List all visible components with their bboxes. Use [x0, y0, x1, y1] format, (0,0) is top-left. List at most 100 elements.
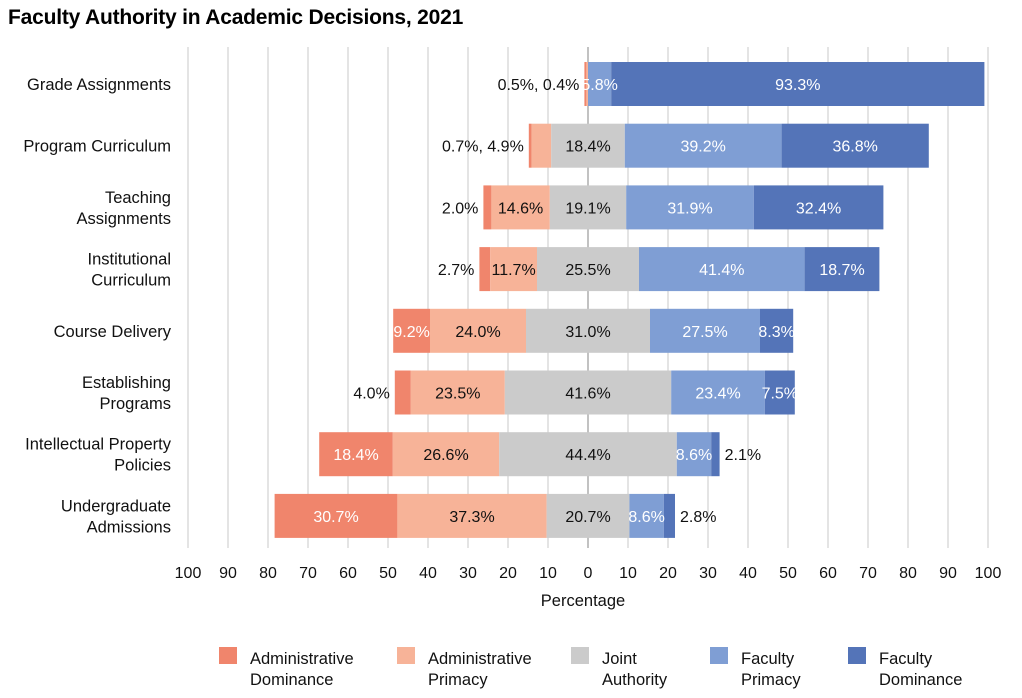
legend-label: Joint: [602, 650, 637, 668]
bar-segment: [760, 308, 794, 353]
data-label: 23.4%: [695, 386, 740, 403]
bar-segment: [526, 308, 650, 353]
data-label: 0.7%, 4.9%: [442, 139, 524, 156]
bar-segment: [626, 185, 754, 230]
bar-segment: [531, 123, 552, 168]
x-tick-label: 40: [739, 565, 757, 582]
bar-segment: [804, 247, 880, 292]
bar-segment: [764, 370, 795, 415]
data-label: 9.2%: [393, 324, 429, 341]
legend-swatch: [710, 647, 728, 664]
data-label: 2.8%: [680, 509, 716, 526]
bar-segment: [650, 308, 760, 353]
bar-segment: [410, 370, 505, 415]
bar-segment: [483, 185, 492, 230]
data-label: 44.4%: [565, 447, 610, 464]
bar-segment: [528, 123, 532, 168]
bar-segment: [671, 370, 765, 415]
category-label: Assignments: [77, 210, 171, 228]
x-tick-label: 70: [299, 565, 317, 582]
x-tick-label: 90: [219, 565, 237, 582]
bar-segment: [546, 493, 630, 538]
category-label: Teaching: [105, 189, 171, 207]
bar-segment: [397, 493, 547, 538]
x-axis-title: Percentage: [541, 592, 625, 610]
bar-segment: [393, 308, 430, 353]
data-label: 2.7%: [438, 262, 474, 279]
data-label: 18.7%: [819, 262, 864, 279]
legend-swatch: [219, 647, 237, 664]
x-tick-label: 50: [779, 565, 797, 582]
data-label: 41.6%: [565, 386, 610, 403]
bar-segment: [479, 247, 491, 292]
data-label: 37.3%: [449, 509, 494, 526]
bar-segment: [639, 247, 805, 292]
legend-label: Primacy: [428, 671, 488, 689]
x-tick-label: 100: [975, 565, 1002, 582]
category-label: Curriculum: [91, 272, 171, 290]
data-label: 31.0%: [565, 324, 610, 341]
category-label: Undergraduate: [61, 497, 171, 515]
data-label: 8.6%: [676, 447, 712, 464]
bar-segment: [663, 493, 675, 538]
x-tick-label: 60: [339, 565, 357, 582]
x-tick-label: 30: [699, 565, 717, 582]
category-label: Admissions: [87, 518, 171, 536]
data-label: 14.6%: [498, 200, 543, 217]
bar-segment: [537, 247, 639, 292]
bar-segment: [319, 432, 393, 477]
legend-label: Dominance: [879, 671, 962, 689]
x-tick-label: 60: [819, 565, 837, 582]
data-label: 2.0%: [442, 200, 478, 217]
data-label: 23.5%: [435, 386, 480, 403]
category-label: Intellectual Property: [25, 436, 172, 454]
data-label: 19.1%: [565, 200, 610, 217]
data-label: 4.0%: [353, 386, 389, 403]
data-label: 26.6%: [423, 447, 468, 464]
bar-segment: [781, 123, 929, 168]
data-label: 32.4%: [796, 200, 841, 217]
data-label: 31.9%: [667, 200, 712, 217]
bar-segment: [711, 432, 720, 477]
bar-segment: [586, 62, 588, 106]
x-tick-label: 20: [659, 565, 677, 582]
bar-segment: [392, 432, 500, 477]
category-label: Policies: [114, 457, 171, 475]
bar-segment: [549, 185, 627, 230]
bar-segment: [274, 493, 398, 538]
data-label: 0.5%, 0.4%: [498, 77, 580, 94]
legend-swatch: [848, 647, 866, 664]
data-label: 24.0%: [455, 324, 500, 341]
bar-segment: [611, 62, 985, 106]
x-tick-label: 10: [619, 565, 637, 582]
bar-segment: [753, 185, 884, 230]
x-tick-label: 70: [859, 565, 877, 582]
bar-segment: [676, 432, 712, 477]
data-label: 36.8%: [833, 139, 878, 156]
data-label: 7.5%: [762, 386, 798, 403]
x-tick-label: 20: [499, 565, 517, 582]
category-label: Institutional: [88, 251, 171, 269]
category-label: Course Delivery: [54, 323, 172, 341]
data-label: 5.8%: [581, 77, 617, 94]
category-label: Grade Assignments: [27, 76, 171, 94]
bar-segment: [430, 308, 526, 353]
x-tick-label: 30: [459, 565, 477, 582]
legend-label: Primacy: [741, 671, 801, 689]
data-label: 25.5%: [565, 262, 610, 279]
legend-label: Faculty: [879, 650, 933, 668]
legend-swatch: [571, 647, 589, 664]
chart-title: Faculty Authority in Academic Decisions,…: [8, 6, 464, 29]
data-label: 20.7%: [565, 509, 610, 526]
x-tick-label: 10: [539, 565, 557, 582]
data-label: 11.7%: [492, 262, 536, 279]
legend-label: Administrative: [250, 650, 354, 668]
data-label: 27.5%: [682, 324, 727, 341]
legend-label: Authority: [602, 671, 668, 689]
bar-segment: [629, 493, 664, 538]
x-tick-label: 90: [939, 565, 957, 582]
bar-segment: [588, 62, 612, 106]
x-tick-label: 0: [584, 565, 593, 582]
bar-segment: [490, 247, 537, 292]
